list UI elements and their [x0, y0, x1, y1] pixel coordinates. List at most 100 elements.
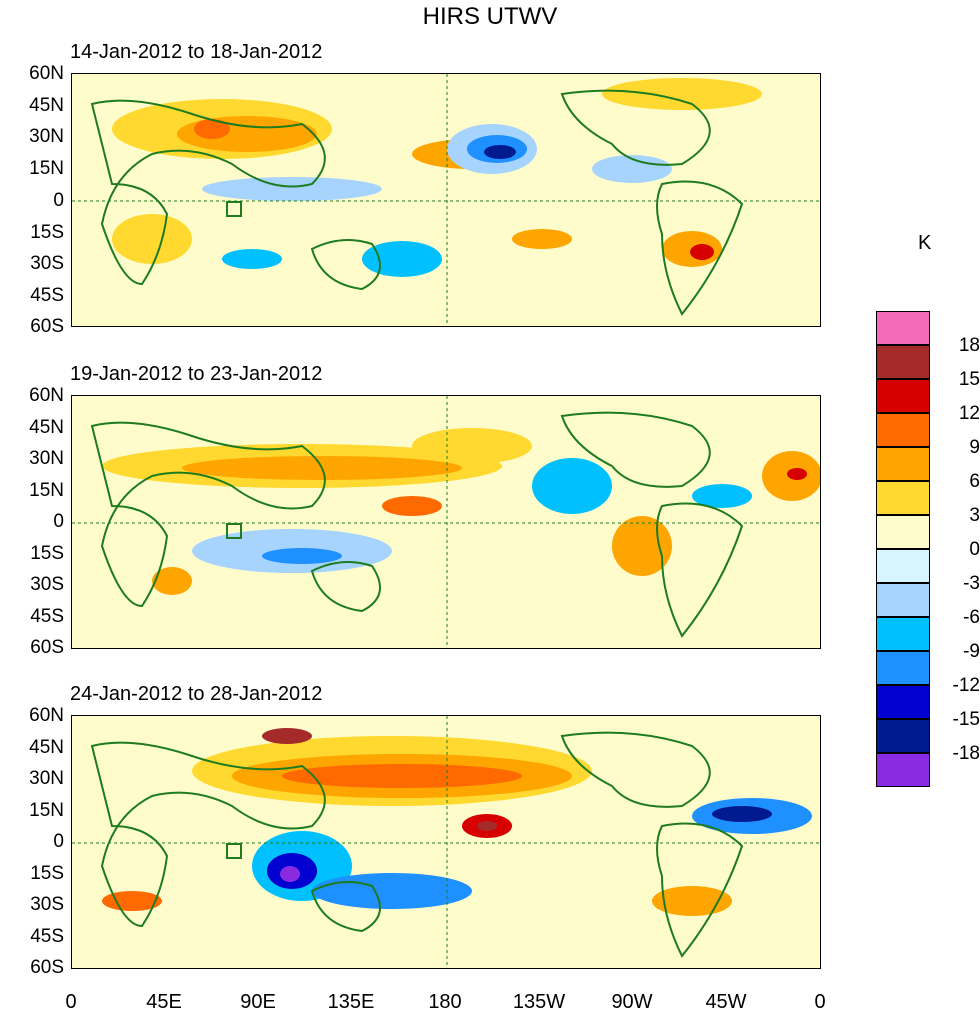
anomaly-patch [690, 244, 714, 260]
colorbar-label: 12 [958, 403, 980, 424]
anomaly-patch [477, 821, 497, 831]
anomaly-map-1 [72, 74, 820, 326]
anomaly-patch [152, 567, 192, 595]
lon-label: 90W [611, 991, 653, 1013]
anomaly-patch [484, 145, 516, 159]
anomaly-patch [532, 458, 612, 514]
lat-label: 30S [30, 574, 64, 595]
anomaly-patch [222, 249, 282, 269]
lat-label: 15N [29, 480, 64, 501]
coastline [560, 411, 711, 488]
coastline [560, 731, 711, 808]
colorbar-swatch [876, 719, 930, 753]
colorbar-swatch [876, 447, 930, 481]
lat-label: 45N [29, 737, 64, 758]
anomaly-patch [312, 873, 472, 909]
colorbar-swatch [876, 345, 930, 379]
colorbar-label: -18 [952, 743, 980, 764]
colorbar-swatch [876, 515, 930, 549]
coastline [656, 180, 744, 316]
colorbar-swatch [876, 753, 930, 787]
colorbar-label: 3 [969, 505, 980, 526]
colorbar-label: -12 [952, 675, 980, 696]
anomaly-patch [652, 886, 732, 916]
colorbar-label: 15 [958, 369, 980, 390]
lat-label: 45S [30, 926, 64, 947]
anomaly-patch [412, 428, 532, 464]
lat-label: 60N [29, 385, 64, 406]
anomaly-map-3 [72, 716, 820, 968]
colorbar-swatch [876, 311, 930, 345]
lat-label: 60S [30, 637, 64, 658]
anomaly-patch [382, 496, 442, 516]
lat-label: 60S [30, 957, 64, 978]
lat-label: 15N [29, 158, 64, 179]
lon-label: 0 [814, 991, 826, 1013]
colorbar-label: -9 [963, 641, 980, 662]
map-panel-2 [71, 395, 821, 649]
anomaly-patch [262, 728, 312, 744]
colorbar-swatch [876, 549, 930, 583]
colorbar-label: -15 [952, 709, 980, 730]
lon-label: 45W [705, 991, 747, 1013]
chart-title: HIRS UTWV [422, 3, 558, 30]
coastline [90, 741, 326, 928]
lat-label: 45N [29, 95, 64, 116]
lat-label: 15S [30, 543, 64, 564]
anomaly-patch [202, 177, 382, 201]
lat-label: 0 [53, 511, 64, 532]
anomaly-patch [787, 468, 807, 480]
lat-label: 60S [30, 316, 64, 337]
colorbar-swatch [876, 413, 930, 447]
coastline [90, 99, 326, 286]
anomaly-patch [692, 484, 752, 508]
colorbar-swatch [876, 481, 930, 515]
lat-label: 45S [30, 285, 64, 306]
anomaly-patch [592, 155, 672, 183]
region-box [226, 201, 242, 217]
lat-label: 60N [29, 63, 64, 84]
lon-label: 135W [512, 991, 566, 1013]
colorbar-swatch [876, 583, 930, 617]
lon-label: 135E [327, 991, 375, 1013]
lat-label: 45N [29, 417, 64, 438]
panel-3-title: 24-Jan-2012 to 28-Jan-2012 [70, 683, 323, 705]
lon-label: 180 [428, 991, 462, 1013]
lat-label: 30S [30, 894, 64, 915]
lat-label: 30N [29, 126, 64, 147]
map-panel-3 [71, 715, 821, 969]
lat-label: 15N [29, 800, 64, 821]
anomaly-patch [602, 78, 762, 110]
region-box [226, 843, 242, 859]
anomaly-patch [194, 119, 230, 139]
anomaly-patch [362, 241, 442, 277]
panel-2-title: 19-Jan-2012 to 23-Jan-2012 [70, 363, 323, 385]
colorbar-swatch [876, 379, 930, 413]
panel-1-title: 14-Jan-2012 to 18-Jan-2012 [70, 41, 323, 63]
anomaly-patch [280, 866, 300, 882]
colorbar-label: -3 [963, 573, 980, 594]
anomaly-map-2 [72, 396, 820, 648]
colorbar-label: 0 [969, 539, 980, 560]
lon-label: 0 [65, 991, 77, 1013]
colorbar-label: 9 [969, 437, 980, 458]
lat-label: 15S [30, 863, 64, 884]
lat-label: 60N [29, 705, 64, 726]
colorbar-swatch [876, 617, 930, 651]
colorbar-label: 6 [969, 471, 980, 492]
coastline [90, 421, 326, 608]
lat-label: 0 [53, 831, 64, 852]
lon-label: 90E [240, 991, 276, 1013]
lat-label: 30N [29, 448, 64, 469]
colorbar-swatch [876, 685, 930, 719]
coastline [656, 502, 744, 638]
lat-label: 15S [30, 222, 64, 243]
colorbar-label: -6 [963, 607, 980, 628]
colorbar-swatch [876, 651, 930, 685]
anomaly-patch [102, 891, 162, 911]
region-box [226, 523, 242, 539]
coastline [310, 239, 381, 291]
coastline [656, 822, 744, 958]
colorbar-unit: K [918, 232, 932, 254]
anomaly-patch [712, 806, 772, 822]
